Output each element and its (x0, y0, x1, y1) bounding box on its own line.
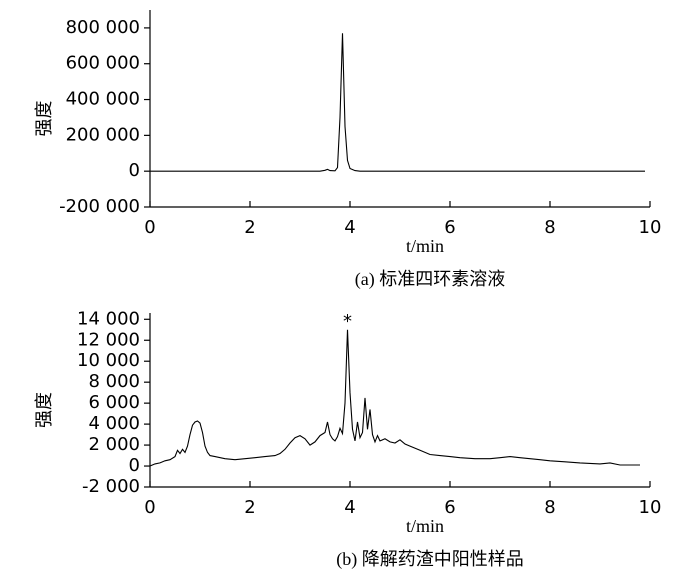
y-tick-label: 0 (129, 160, 140, 181)
y-tick-label: 6 000 (88, 392, 140, 413)
x-tick-label: 10 (639, 497, 662, 518)
x-axis-label: t/min (406, 516, 444, 536)
x-tick-label: 8 (544, 217, 555, 238)
x-tick-label: 6 (444, 497, 455, 518)
x-tick-label: 10 (639, 217, 662, 238)
line-series (150, 33, 645, 172)
y-tick-label: 4 000 (88, 413, 140, 434)
x-tick-label: 2 (244, 217, 255, 238)
x-tick-label: 0 (144, 497, 155, 518)
annotation: * (343, 311, 352, 332)
y-axis-label: 强度 (34, 101, 55, 137)
x-tick-label: 8 (544, 497, 555, 518)
line-series (149, 329, 640, 467)
y-tick-label: 0 (129, 455, 140, 476)
y-tick-label: 8 000 (88, 371, 140, 392)
x-tick-label: 2 (244, 497, 255, 518)
y-tick-label: -2 000 (82, 476, 140, 497)
x-tick-label: 6 (444, 217, 455, 238)
y-tick-label: 800 000 (66, 17, 140, 38)
y-tick-label: 200 000 (66, 124, 140, 145)
x-tick-label: 4 (344, 217, 355, 238)
y-tick-label: 10 000 (77, 350, 140, 371)
caption: (a) 标准四环素溶液 (355, 269, 505, 290)
x-tick-label: 4 (344, 497, 355, 518)
y-tick-label: -200 000 (59, 196, 140, 217)
x-axis-label: t/min (406, 236, 444, 256)
y-tick-label: 14 000 (77, 308, 140, 329)
caption: (b) 降解药渣中阳性样品 (336, 549, 524, 570)
y-tick-label: 2 000 (88, 434, 140, 455)
x-tick-label: 0 (144, 217, 155, 238)
y-tick-label: 400 000 (66, 89, 140, 110)
y-tick-label: 600 000 (66, 53, 140, 74)
y-tick-label: 12 000 (77, 329, 140, 350)
y-axis-label: 强度 (34, 392, 55, 428)
